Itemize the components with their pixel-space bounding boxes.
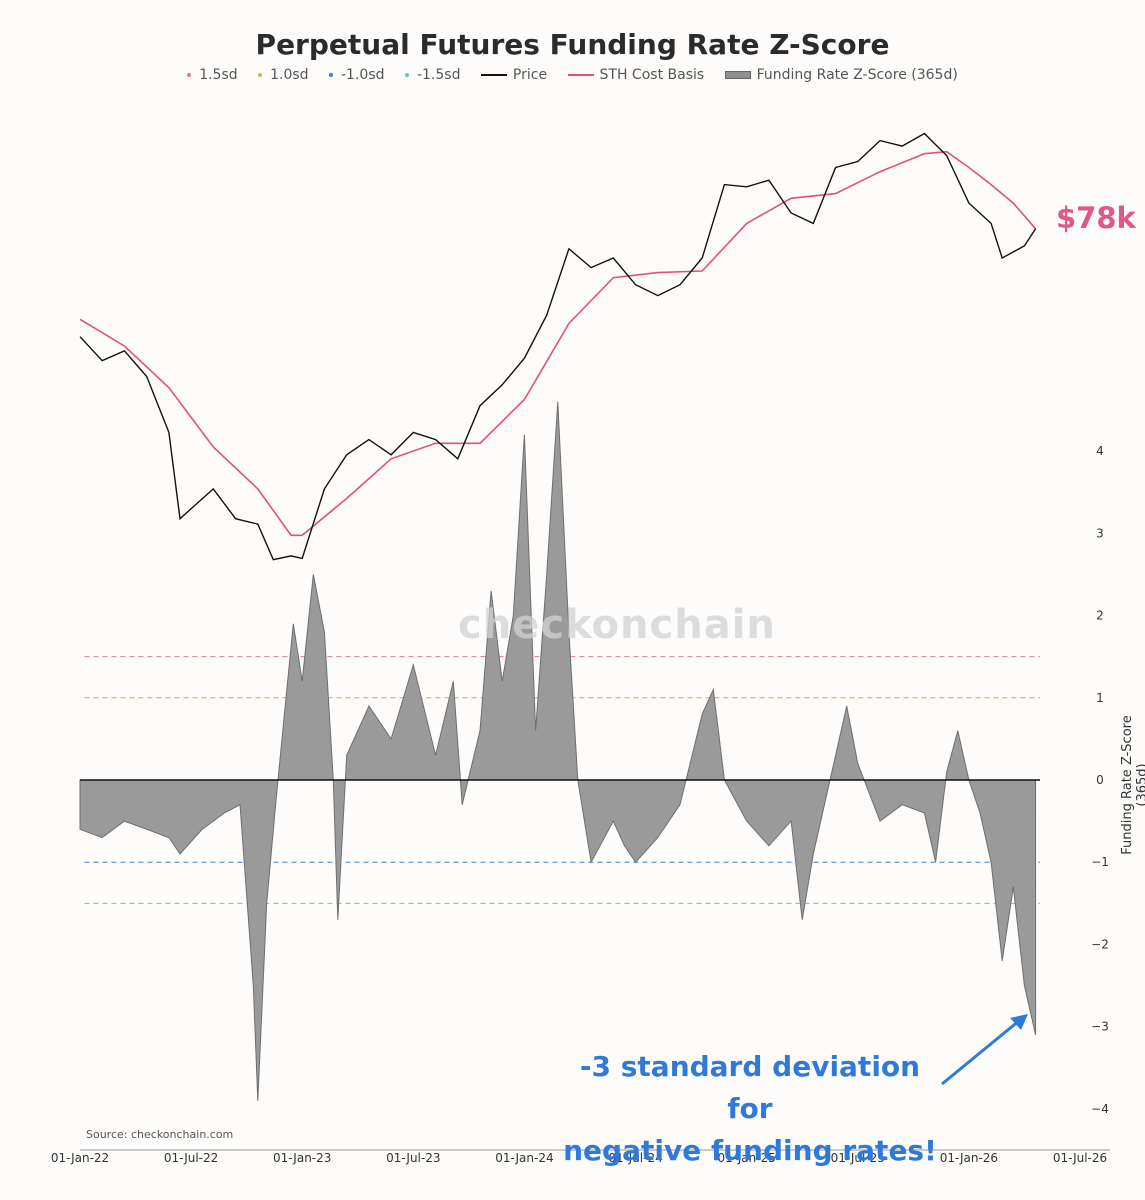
legend-label: 1.5sd <box>199 67 238 83</box>
x-tick-label: 01-Jan-24 <box>495 1151 553 1165</box>
series-price <box>79 132 1037 561</box>
legend-label: -1.0sd <box>341 67 385 83</box>
x-tick-label: 01-Jul-22 <box>164 1151 218 1165</box>
legend-item-price[interactable]: Price <box>480 67 548 83</box>
legend-item-neg-1-0sd[interactable]: -1.0sd <box>329 67 385 83</box>
y-axis-label: Funding Rate Z-Score (365d) <box>1120 715 1145 855</box>
x-tick-label: 01-Jan-25 <box>717 1151 775 1165</box>
y-tick-label: 0 <box>1096 773 1104 787</box>
legend-marker <box>258 73 263 77</box>
x-tick-label: 01-Jul-23 <box>386 1151 440 1165</box>
watermark: checkonchain <box>458 602 776 648</box>
legend-item-neg-1-5sd[interactable]: -1.5sd <box>404 67 461 83</box>
callout-arrow <box>941 1018 1021 1086</box>
x-tick-label: 01-Jul-26 <box>1053 1151 1107 1165</box>
x-tick-label: 01-Jan-26 <box>940 1151 998 1165</box>
legend-label: 1.0sd <box>270 67 309 83</box>
source-note: Source: checkonchain.com <box>86 1128 234 1141</box>
y-tick-label: 1 <box>1096 691 1104 705</box>
y-tick-label: 4 <box>1096 444 1104 458</box>
y-tick-label: −2 <box>1091 937 1109 951</box>
chart-legend: 1.5sd 1.0sd -1.0sd -1.5sd Price STH Cost… <box>0 67 1145 83</box>
legend-label: STH Cost Basis <box>599 67 705 83</box>
legend-marker <box>329 73 333 77</box>
legend-label: Funding Rate Z-Score (365d) <box>756 67 958 83</box>
legend-marker <box>567 74 594 76</box>
y-tick-label: −4 <box>1091 1102 1109 1116</box>
x-tick-label: 01-Jul-25 <box>831 1151 885 1165</box>
callout-annotation: -3 standard deviation for negative fundi… <box>560 1046 940 1172</box>
y-tick-label: −3 <box>1091 1020 1109 1034</box>
legend-marker <box>404 73 409 77</box>
legend-label: -1.5sd <box>416 67 461 83</box>
x-tick-label: 01-Jul-24 <box>608 1151 662 1165</box>
legend-marker <box>480 74 507 76</box>
legend-marker <box>724 71 751 79</box>
x-tick-label: 01-Jan-23 <box>273 1151 331 1165</box>
legend-item-funding-rate[interactable]: Funding Rate Z-Score (365d) <box>724 67 958 83</box>
y-tick-label: −1 <box>1091 855 1109 869</box>
callout-arrowhead <box>1010 1014 1028 1030</box>
y-tick-label: 2 <box>1096 609 1104 623</box>
legend-item-1-0sd[interactable]: 1.0sd <box>258 67 309 83</box>
series-funding-rate-area <box>79 401 1037 1101</box>
legend-label: Price <box>512 67 548 83</box>
callout-line-2: negative funding rates! <box>563 1134 937 1167</box>
callout-line-1: -3 standard deviation for <box>579 1050 921 1125</box>
y-tick-label: 3 <box>1096 526 1104 540</box>
legend-marker <box>187 73 192 77</box>
price-annotation: $78k <box>1056 201 1136 235</box>
x-tick-label: 01-Jan-22 <box>51 1151 109 1165</box>
legend-item-1-5sd[interactable]: 1.5sd <box>187 67 238 83</box>
legend-item-sth-cost-basis[interactable]: STH Cost Basis <box>567 67 705 83</box>
chart-title: Perpetual Futures Funding Rate Z-Score <box>255 28 890 61</box>
